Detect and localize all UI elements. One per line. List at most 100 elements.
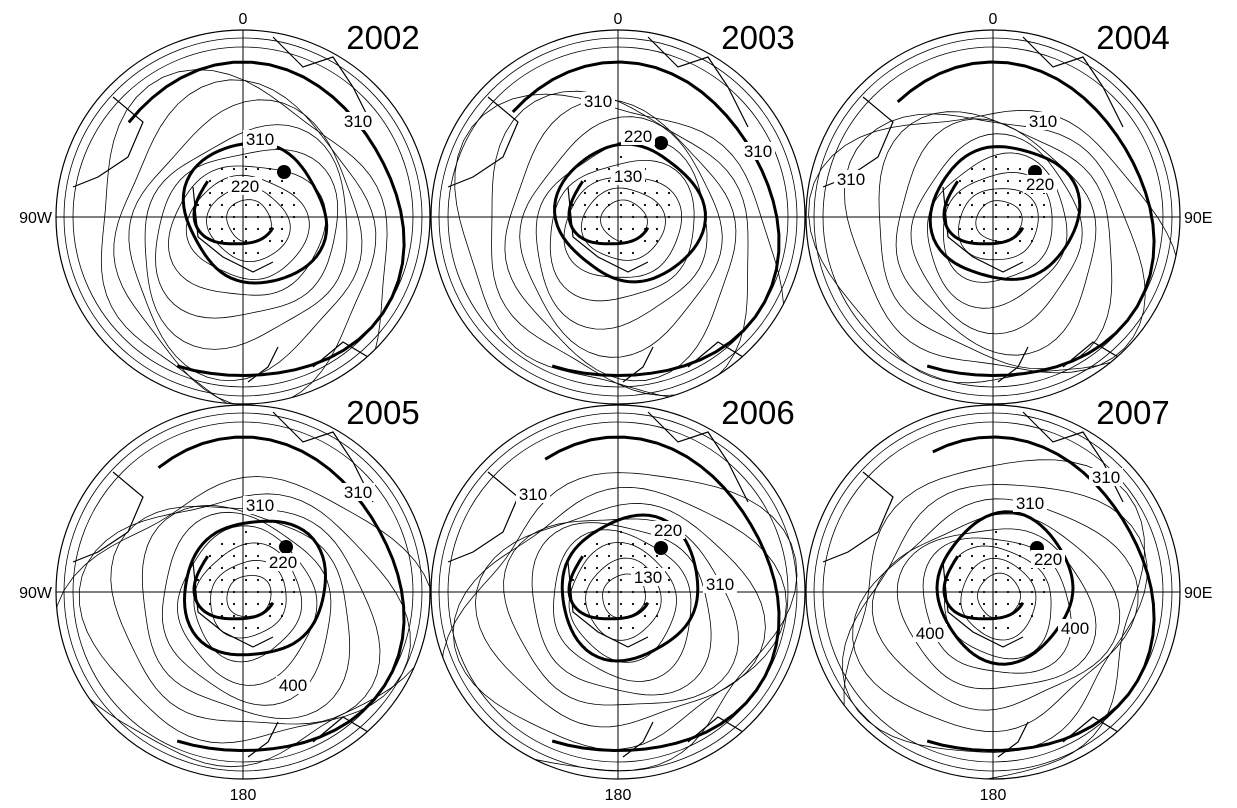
stipple-dot (655, 554, 659, 558)
coastline (1022, 36, 1124, 128)
stipple-dot (232, 578, 236, 582)
coastline (272, 36, 374, 128)
stipple-dot (667, 566, 671, 570)
stipple-dot (607, 614, 611, 618)
stipple-dot (1030, 203, 1034, 207)
stipple-dot (256, 602, 260, 606)
stipple-dot (655, 602, 659, 606)
stipple-dot (958, 578, 962, 582)
stipple-dot (196, 578, 200, 582)
contour-thick (942, 555, 1025, 621)
map-disk (808, 36, 1180, 397)
contour-thick (127, 60, 406, 378)
stipple-dot (1006, 191, 1010, 195)
longitude-label-90w: 90W (19, 585, 53, 602)
contour-thick (192, 555, 275, 621)
coastline (72, 96, 144, 188)
contour-label: 310 (744, 142, 772, 161)
contour-label: 310 (1029, 112, 1057, 131)
stipple-dot (982, 239, 986, 243)
contour-label: 310 (519, 485, 547, 504)
stipple-dot (232, 239, 236, 243)
contour-line (843, 113, 1146, 374)
contour-line (504, 99, 737, 382)
longitude-label-180: 180 (230, 787, 257, 804)
stipple-dot (631, 227, 635, 231)
stipple-dot (619, 578, 623, 582)
stipple-dot (292, 203, 296, 207)
map-border (430, 404, 806, 780)
stipple-dot (583, 554, 587, 558)
stipple-dot (958, 203, 962, 207)
stipple-dot (208, 179, 212, 183)
stipple-dot (982, 626, 986, 630)
contour-thick (896, 60, 1156, 378)
stipple-dot (994, 602, 998, 606)
coastline (72, 471, 144, 563)
stipple-dot (595, 203, 599, 207)
contour-thick (182, 519, 328, 657)
stipple-dot (268, 578, 272, 582)
stipple-dot (631, 542, 635, 546)
stipple-dot (268, 602, 272, 606)
contour-thick (192, 180, 275, 246)
stipple-dot (583, 191, 587, 195)
stipple-dot (970, 554, 974, 558)
contour-label: 310 (246, 496, 274, 515)
stipple-dot (619, 239, 623, 243)
contour-label-bg (516, 485, 550, 503)
stipple-dot (970, 167, 974, 171)
stipple-dot (631, 626, 635, 630)
stipple-dot (256, 626, 260, 630)
contour-label: 310 (344, 112, 372, 131)
stipple-dot (571, 203, 575, 207)
stipple-dot (982, 203, 986, 207)
contour-label-bg (228, 177, 262, 195)
antarctic-coastline (942, 561, 1024, 648)
contour-line (852, 498, 1139, 733)
contour-line (78, 493, 411, 744)
stipple-dot (607, 179, 611, 183)
stipple-dot (244, 602, 248, 606)
stipple-dot (595, 542, 599, 546)
contour-line (871, 513, 1121, 711)
stipple-dot (994, 203, 998, 207)
contour-label-bg (621, 127, 655, 145)
stipple-dot (982, 566, 986, 570)
stipple-dot (208, 203, 212, 207)
longitude-label-90e: 90E (1184, 210, 1212, 227)
stipple-dot (982, 602, 986, 606)
stipple-dot (607, 167, 611, 171)
stipple-dot (619, 251, 623, 255)
stipple-dot (595, 179, 599, 183)
stipple-dot (220, 203, 224, 207)
stipple-dot (655, 227, 659, 231)
stipple-dot (1006, 554, 1010, 558)
stipple-dot (1018, 203, 1022, 207)
stipple-dot (244, 203, 248, 207)
stipple-dot (655, 179, 659, 183)
stipple-dot (994, 155, 998, 159)
stipple-dot (244, 626, 248, 630)
contour-label-bg (913, 624, 947, 642)
year-label: 2002 (346, 19, 419, 56)
year-label: 2007 (1096, 394, 1169, 431)
stipple-dot (643, 542, 647, 546)
stipple-dot (256, 167, 260, 171)
contour-thick (928, 145, 1082, 281)
stipple-dot (970, 191, 974, 195)
stipple-dot (1006, 239, 1010, 243)
map-border (430, 29, 806, 405)
stipple-dot (1006, 578, 1010, 582)
stipple-dot (619, 530, 623, 534)
stipple-dot (994, 239, 998, 243)
contour-line (944, 545, 1052, 660)
longitude-label-180: 180 (605, 787, 632, 804)
stipple-dot (220, 578, 224, 582)
contour-label-bg (1026, 112, 1060, 130)
stipple-dot (232, 227, 236, 231)
stipple-dot (619, 227, 623, 231)
stipple-dot (619, 203, 623, 207)
stipple-dot (232, 566, 236, 570)
stipple-dot (970, 602, 974, 606)
